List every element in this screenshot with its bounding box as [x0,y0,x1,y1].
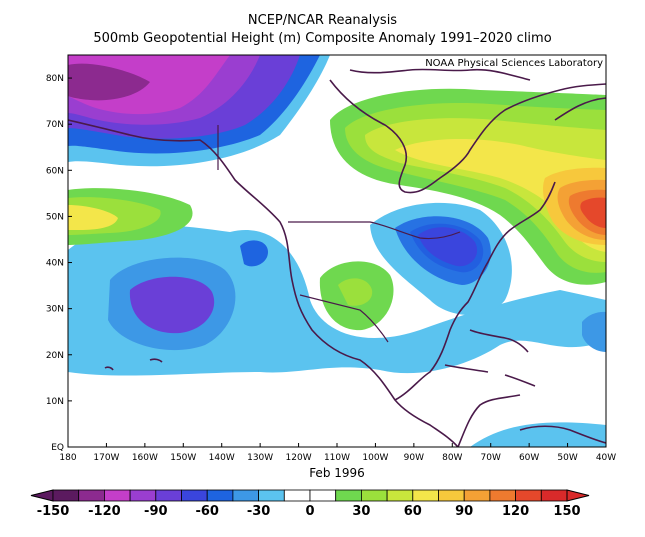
lat-label: 60N [46,166,64,176]
lat-label: 30N [46,305,64,315]
lon-label: 140W [209,453,235,463]
positive-anomaly-pacific-3 [68,205,118,230]
colorbar-swatch [129,489,157,502]
colorbar-swatch [181,489,208,502]
colorbar-swatch [78,489,105,502]
colorbar-swatch [360,489,388,502]
lon-label: 100W [362,453,388,463]
lon-label: 170W [93,453,119,463]
negative-anomaly-east-core2 [418,227,478,267]
lon-label: 130W [247,453,273,463]
latitude-labels: 80N 70N 60N 50N 40N 30N 20N 10N EQ [46,74,72,453]
coastlines [68,68,606,447]
colorbar-label: -60 [195,504,219,519]
colorbar-swatch [489,489,516,502]
lon-label: 160W [132,453,158,463]
colorbar [30,489,590,502]
chart-subtitle: 500mb Geopotential Height (m) Composite … [93,31,552,46]
colorbar-label: 30 [352,504,370,519]
colorbar-swatch [540,489,568,502]
lon-label: 80W [442,453,462,463]
colorbar-label: -90 [144,504,168,519]
colorbar-swatch [52,489,80,502]
credit-label: NOAA Physical Sciences Laboratory [425,58,603,69]
colorbar-swatch [438,489,465,502]
lat-label: 40N [46,259,64,269]
colorbar-label: 150 [553,504,580,519]
political-borders [217,125,461,343]
lat-label: 70N [46,120,64,130]
colorbar-swatch [206,489,234,502]
colorbar-label: 120 [502,504,529,519]
lat-label: 80N [46,74,64,84]
negative-anomaly-tropics [470,422,606,447]
colorbar-swatch [309,489,337,502]
lon-label: 110W [324,453,350,463]
colorbar-label: -120 [88,504,121,519]
negative-anomaly-caribbean [582,311,606,352]
colorbar-label: 0 [305,504,314,519]
lon-label: 120W [286,453,312,463]
negative-anomaly-pacific-small [240,240,268,267]
lon-label: 180 [59,453,76,463]
colorbar-label: -150 [37,504,70,519]
colorbar-swatch [335,489,362,502]
lon-label: 150W [170,453,196,463]
lon-label: 40W [596,453,616,463]
positive-anomaly-canada-4 [395,138,606,252]
lon-label: 90W [404,453,424,463]
colorbar-swatch [463,489,491,502]
colorbar-swatch [155,489,182,502]
positive-anomaly-atlantic-core [580,197,606,228]
colorbar-swatch [283,489,311,502]
colorbar-swatch [232,489,259,502]
colorbar-label: -30 [247,504,271,519]
negative-anomaly-arctic-6 [68,63,150,101]
negative-anomaly-pacific-core [129,276,215,334]
lon-label: 60W [519,453,539,463]
lat-label: 20N [46,351,64,361]
colorbar-label: 90 [455,504,473,519]
colorbar-swatch [258,489,285,502]
colorbar-label: 60 [404,504,422,519]
colorbar-swatch [104,489,131,502]
colorbar-swatch [412,489,439,502]
chart-title: NCEP/NCAR Reanalysis [247,13,398,28]
colorbar-swatch [386,489,414,502]
lat-label: EQ [51,443,64,453]
colorbar-arrow-left [30,489,54,502]
colorbar-labels: -150 -120 -90 -60 -30 0 30 60 90 120 150 [37,504,581,519]
lon-label: 70W [481,453,501,463]
period-label: Feb 1996 [309,466,365,480]
lon-label: 50W [557,453,577,463]
anomaly-field [68,55,606,447]
lat-label: 50N [46,212,64,222]
lat-label: 10N [46,397,64,407]
longitude-labels: 180 170W 160W 150W 140W 130W 120W 110W 100W 90W 80… [59,443,616,463]
colorbar-arrow-right [566,489,590,502]
positive-anomaly-southwest-core [338,278,373,306]
colorbar-swatch [515,489,542,502]
